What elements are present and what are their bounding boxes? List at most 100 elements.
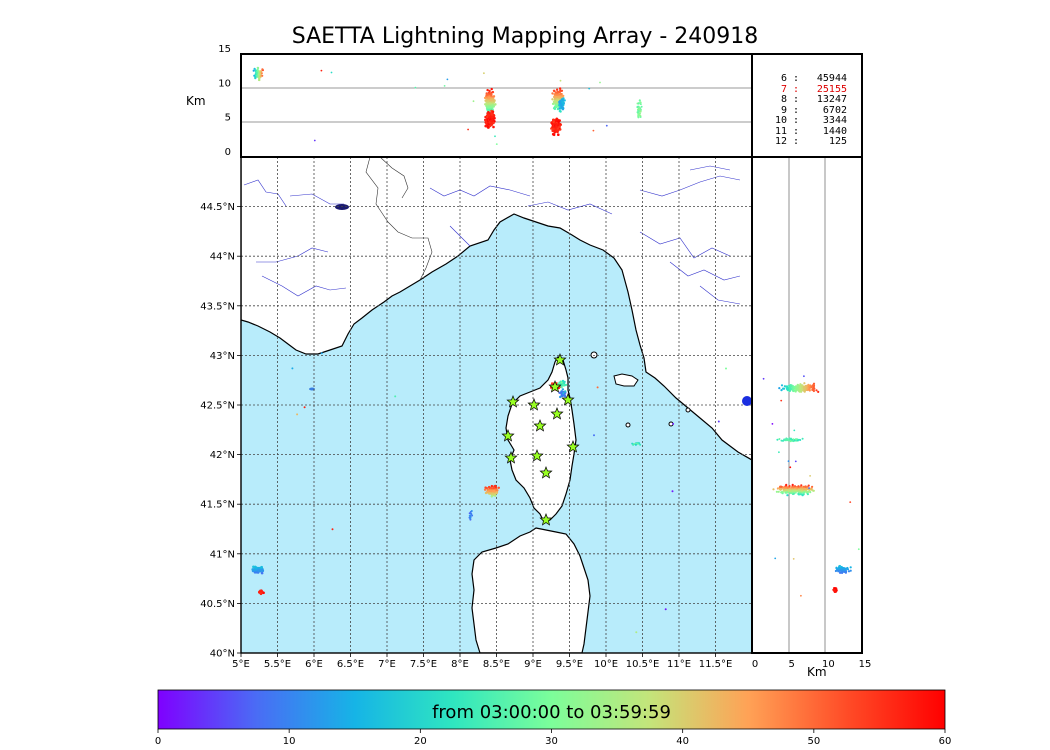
lightning-altitude-lon <box>252 66 643 146</box>
station-marker <box>553 353 567 366</box>
longitude-tick-label: 7.5°E <box>410 659 437 670</box>
longitude-tick-label: 9.5°E <box>556 659 583 670</box>
latitude-tick-label: 41°N <box>210 549 235 560</box>
station-marker <box>527 398 541 411</box>
station-count-row: 8: 13247 <box>752 94 862 106</box>
station-count-row: 12: 125 <box>752 136 862 148</box>
colorbar-ticks: 0 10 20 30 40 50 60 <box>155 729 952 747</box>
station-count-row: 9: 6702 <box>752 104 862 117</box>
map-panel: 5°E 5.5°E 6°E 6.5°E 7°E 7.5°E 8°E 8.5°E 9°E 9.5°E… <box>200 156 753 670</box>
station-marker <box>533 419 547 432</box>
time-colorbar: 0 10 20 30 40 50 60 <box>155 689 952 747</box>
station-count: 6702 <box>822 104 847 116</box>
station-marker <box>539 466 553 479</box>
station-count-row: 7: 25155 <box>752 83 862 96</box>
latitude-tick-label: 41.5°N <box>200 500 235 511</box>
station-marker <box>566 440 580 453</box>
station-id: 7 <box>780 83 787 95</box>
longitude-tick-label: 6°E <box>305 659 323 670</box>
colorbar-tick-label: 20 <box>414 736 427 747</box>
altitude-longitude-panel: 0 5 10 15 Km <box>186 44 753 158</box>
longitude-tick-label: 8°E <box>451 659 469 670</box>
longitude-tick-label: 8.5°E <box>483 659 510 670</box>
longitude-tick-label: 9°E <box>524 659 542 670</box>
separator: : <box>792 83 800 95</box>
station-id: 6 <box>780 73 787 84</box>
longitude-tick-label: 5°E <box>232 659 250 670</box>
separator: : <box>792 136 800 147</box>
lma-stations <box>501 353 580 526</box>
latitude-tick-label: 42.5°N <box>200 401 235 412</box>
altitude-tick-label: 0 <box>225 147 231 158</box>
station-id: 8 <box>780 94 787 105</box>
station-marker <box>548 380 562 393</box>
lightning-altitude-lat <box>762 375 860 597</box>
separator: : <box>792 94 800 105</box>
altitude-latitude-panel: 0 5 10 15 Km <box>751 156 872 679</box>
station-count-row: 6: 45944 <box>752 73 862 85</box>
station-id: 9 <box>780 104 787 116</box>
station-count: 1440 <box>822 125 847 137</box>
chart-title: SAETTA Lightning Mapping Array - 240918 <box>291 24 759 49</box>
latitude-tick-label: 40°N <box>210 649 235 660</box>
station-count: 125 <box>828 136 847 147</box>
station-count-row: 11: 1440 <box>752 125 862 138</box>
colorbar-tick-label: 60 <box>939 736 952 747</box>
longitude-tick-label: 10°E <box>594 659 618 670</box>
latitude-tick-label: 43°N <box>210 351 235 362</box>
altitude-tick-label: 5 <box>788 659 794 670</box>
altitude-tick-label: 15 <box>859 659 872 670</box>
longitude-tick-label: 11.5°E <box>699 659 733 670</box>
altitude-tick-label: 15 <box>218 44 231 55</box>
station-id: 12 <box>774 136 787 147</box>
colorbar-label: from 03:00:00 to 03:59:59 <box>432 702 671 723</box>
colorbar-tick-label: 50 <box>807 736 820 747</box>
station-count-list: 6: 45944 7: 25155 8: 13247 9: 6702 10: 3344 11: 144… <box>752 73 862 148</box>
longitude-tick-label: 7°E <box>378 659 396 670</box>
country-border <box>365 157 433 281</box>
altitude-unit-label-right: Km <box>807 665 827 679</box>
station-marker <box>504 451 518 464</box>
separator: : <box>792 104 800 116</box>
station-count: 13247 <box>816 94 847 105</box>
country-border <box>379 157 409 199</box>
altitude-tick-label: 0 <box>752 659 758 670</box>
separator: : <box>792 115 800 126</box>
station-marker <box>501 429 515 442</box>
altitude-unit-label-top: Km <box>186 94 206 108</box>
map-gridlines <box>241 157 752 653</box>
station-marker <box>550 407 564 420</box>
colorbar-tick-label: 10 <box>283 736 296 747</box>
colorbar-tick-label: 30 <box>545 736 558 747</box>
altitude-tick-label: 10 <box>218 78 231 89</box>
latitude-ticks: 40°N 40.5°N 41°N 41.5°N 42°N 42.5°N 43°N 43.5°N… <box>200 202 241 660</box>
station-count: 45944 <box>816 73 847 84</box>
station-count-row: 10: 3344 <box>752 115 862 127</box>
colorbar-tick-label: 40 <box>676 736 689 747</box>
elba-island <box>613 373 639 387</box>
latitude-tick-label: 42°N <box>210 450 235 461</box>
latitude-tick-label: 44°N <box>210 252 235 263</box>
station-marker <box>539 513 553 526</box>
station-id: 11 <box>774 125 787 137</box>
latitude-tick-label: 43.5°N <box>200 301 235 312</box>
mainland-coast <box>241 157 752 461</box>
sardinia-island <box>471 527 591 653</box>
station-marker <box>506 395 520 408</box>
altitude-ticks-right: 0 5 10 15 <box>752 659 872 670</box>
station-marker <box>530 449 544 462</box>
colorbar-tick-label: 0 <box>155 736 161 747</box>
longitude-tick-label: 6.5°E <box>337 659 364 670</box>
altitude-tick-label: 10 <box>822 659 835 670</box>
longitude-tick-label: 5.5°E <box>264 659 291 670</box>
longitude-tick-label: 11°E <box>667 659 691 670</box>
station-count: 3344 <box>822 115 847 126</box>
longitude-tick-label: 10.5°E <box>626 659 660 670</box>
station-count: 25155 <box>816 83 847 95</box>
separator: : <box>792 73 800 84</box>
rivers <box>243 165 741 305</box>
latitude-tick-label: 44.5°N <box>200 202 235 213</box>
station-count-frame <box>751 53 863 158</box>
station-id: 10 <box>774 115 787 126</box>
giglio-island <box>685 407 691 413</box>
